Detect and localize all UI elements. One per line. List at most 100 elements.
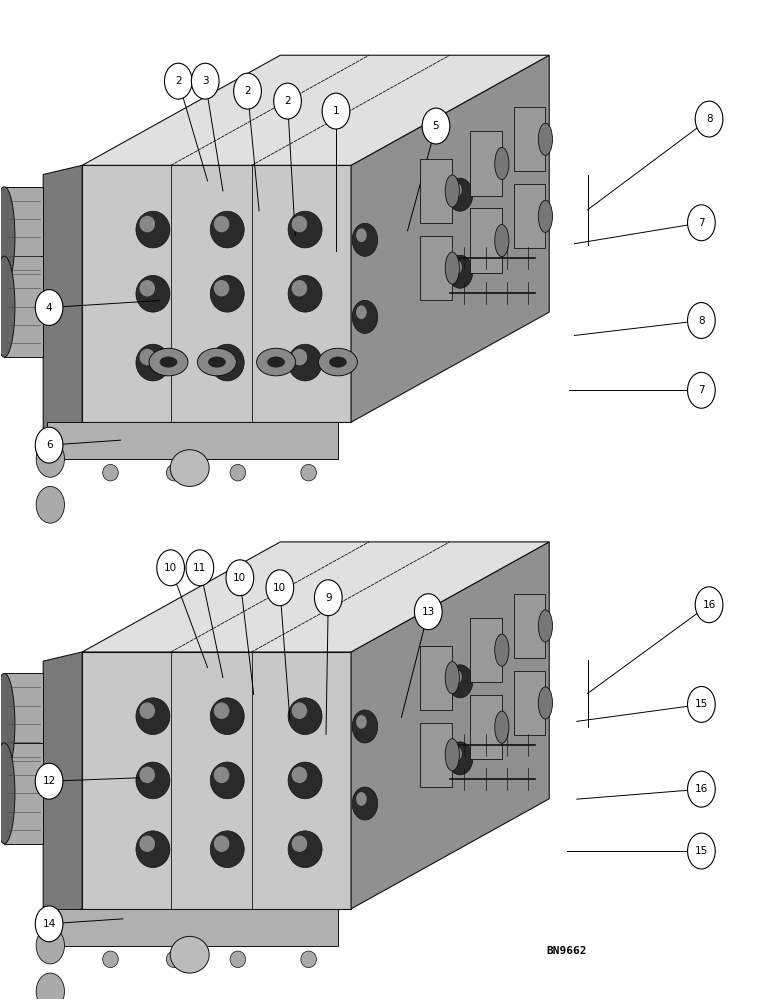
Polygon shape	[513, 184, 545, 248]
Ellipse shape	[103, 464, 118, 481]
Text: 11: 11	[193, 563, 206, 573]
Text: 7: 7	[698, 385, 705, 395]
Ellipse shape	[136, 344, 170, 381]
Ellipse shape	[210, 344, 244, 381]
Text: 2: 2	[175, 76, 181, 86]
Ellipse shape	[288, 831, 322, 868]
Ellipse shape	[445, 175, 459, 207]
Circle shape	[415, 594, 442, 630]
Ellipse shape	[256, 348, 296, 376]
Circle shape	[164, 63, 192, 99]
Ellipse shape	[36, 441, 65, 477]
Ellipse shape	[319, 348, 357, 376]
Text: 1: 1	[333, 106, 340, 116]
Circle shape	[186, 550, 214, 586]
Ellipse shape	[103, 951, 118, 968]
Polygon shape	[513, 671, 545, 735]
Ellipse shape	[301, 951, 317, 968]
Polygon shape	[470, 131, 502, 196]
Polygon shape	[421, 159, 452, 223]
Ellipse shape	[136, 275, 170, 312]
Polygon shape	[82, 542, 549, 652]
Circle shape	[226, 560, 254, 596]
Circle shape	[234, 73, 262, 109]
Circle shape	[688, 771, 715, 807]
Text: BN9662: BN9662	[547, 946, 587, 956]
Ellipse shape	[445, 739, 459, 771]
Ellipse shape	[292, 280, 307, 297]
Ellipse shape	[167, 951, 182, 968]
Circle shape	[274, 83, 301, 119]
Text: 14: 14	[42, 919, 56, 929]
Ellipse shape	[538, 687, 553, 719]
Text: 3: 3	[202, 76, 208, 86]
Ellipse shape	[288, 698, 322, 735]
Ellipse shape	[451, 670, 462, 684]
Ellipse shape	[230, 951, 245, 968]
Ellipse shape	[36, 927, 65, 964]
Ellipse shape	[445, 252, 459, 284]
Circle shape	[688, 686, 715, 722]
Polygon shape	[351, 55, 549, 422]
Polygon shape	[421, 236, 452, 300]
Polygon shape	[513, 594, 545, 658]
Ellipse shape	[136, 831, 170, 868]
Ellipse shape	[214, 216, 229, 232]
Ellipse shape	[292, 349, 307, 365]
Ellipse shape	[230, 464, 245, 481]
Polygon shape	[5, 256, 43, 357]
Ellipse shape	[210, 275, 244, 312]
Text: 16: 16	[703, 600, 716, 610]
Ellipse shape	[352, 223, 378, 256]
Ellipse shape	[451, 183, 462, 197]
Ellipse shape	[356, 305, 367, 319]
Ellipse shape	[538, 123, 553, 155]
Ellipse shape	[447, 255, 472, 288]
Circle shape	[36, 290, 63, 325]
Text: 16: 16	[695, 784, 708, 794]
Circle shape	[36, 763, 63, 799]
Polygon shape	[43, 652, 82, 918]
Text: 9: 9	[325, 593, 332, 603]
Ellipse shape	[538, 200, 553, 232]
Ellipse shape	[214, 702, 229, 719]
Ellipse shape	[356, 715, 367, 729]
Ellipse shape	[208, 357, 225, 368]
Ellipse shape	[210, 698, 244, 735]
Ellipse shape	[214, 280, 229, 297]
Ellipse shape	[214, 349, 229, 365]
Polygon shape	[5, 743, 43, 844]
Polygon shape	[5, 673, 43, 774]
Text: 6: 6	[46, 440, 52, 450]
Polygon shape	[513, 107, 545, 171]
Ellipse shape	[214, 767, 229, 783]
Ellipse shape	[288, 344, 322, 381]
Ellipse shape	[160, 357, 178, 368]
Text: 2: 2	[244, 86, 251, 96]
Text: 10: 10	[233, 573, 246, 583]
Ellipse shape	[447, 742, 472, 775]
Ellipse shape	[292, 835, 307, 852]
Ellipse shape	[210, 831, 244, 868]
Ellipse shape	[0, 256, 15, 357]
Ellipse shape	[451, 260, 462, 274]
Ellipse shape	[447, 178, 472, 211]
Ellipse shape	[140, 835, 155, 852]
Ellipse shape	[329, 357, 347, 368]
Ellipse shape	[136, 211, 170, 248]
Polygon shape	[421, 723, 452, 787]
Ellipse shape	[149, 348, 188, 376]
Polygon shape	[82, 55, 549, 165]
Ellipse shape	[292, 767, 307, 783]
Circle shape	[36, 427, 63, 463]
Ellipse shape	[36, 973, 65, 1000]
Ellipse shape	[140, 767, 155, 783]
Polygon shape	[470, 618, 502, 682]
Ellipse shape	[445, 662, 459, 694]
Text: 8: 8	[698, 316, 705, 326]
Polygon shape	[47, 909, 337, 946]
Ellipse shape	[288, 211, 322, 248]
Ellipse shape	[356, 792, 367, 806]
Ellipse shape	[136, 698, 170, 735]
Ellipse shape	[538, 610, 553, 642]
